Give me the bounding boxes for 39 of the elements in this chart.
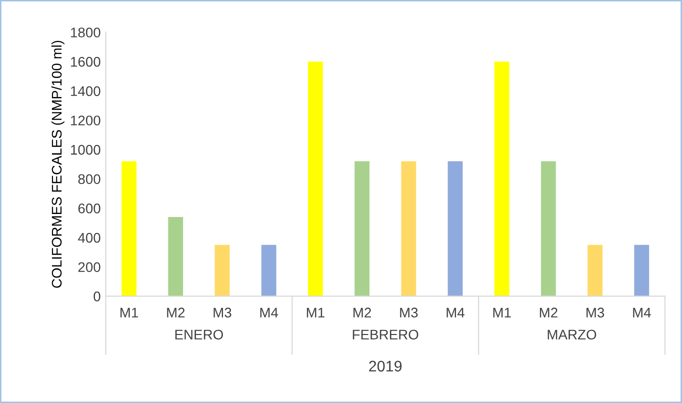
bar	[401, 161, 416, 296]
bar	[308, 62, 323, 296]
bar	[634, 244, 650, 296]
x-tick-label: M1	[306, 308, 324, 318]
y-tick-label: 1200	[71, 116, 100, 126]
y-tick-label: 0	[94, 292, 100, 302]
y-tick-label: 200	[78, 262, 100, 272]
bar	[448, 161, 463, 296]
x-tick-label: M3	[214, 308, 232, 318]
x-tick-label: M4	[633, 308, 651, 318]
x-tick-label: M3	[586, 308, 604, 318]
y-tick-label: 600	[78, 204, 100, 214]
bar	[214, 244, 230, 296]
y-tick-label: 800	[78, 174, 100, 184]
text: MARZO	[548, 330, 596, 340]
bar	[494, 62, 510, 296]
x-tick-label: M2	[354, 308, 371, 318]
x-tick-label: M4	[446, 308, 464, 318]
x-tick-label: M2	[540, 308, 558, 318]
y-tick-label: 1800	[71, 28, 100, 38]
y-tick-label: 1600	[71, 56, 100, 67]
text: FEBRERO	[352, 330, 418, 340]
x-tick-label: M2	[167, 308, 185, 318]
x-tick-label: M4	[260, 308, 278, 318]
x-tick-label: M1	[493, 308, 511, 318]
bar	[122, 161, 136, 296]
x-tick-label: M3	[400, 308, 418, 318]
x-tick-label: M1	[120, 308, 138, 318]
y-tick-label: 1400	[71, 86, 100, 96]
y-tick-label: 1000	[71, 144, 100, 155]
bar	[261, 244, 276, 296]
bar	[588, 244, 602, 296]
y-tick-label: 400	[78, 232, 100, 243]
x-axis-title: 2019	[369, 360, 402, 372]
text: ENERO	[175, 330, 223, 340]
bar	[354, 161, 370, 296]
bar	[540, 161, 556, 296]
bar	[168, 217, 184, 296]
y-axis-title: COLIFORMES FECALES (NMP/100 ml)	[51, 40, 64, 288]
